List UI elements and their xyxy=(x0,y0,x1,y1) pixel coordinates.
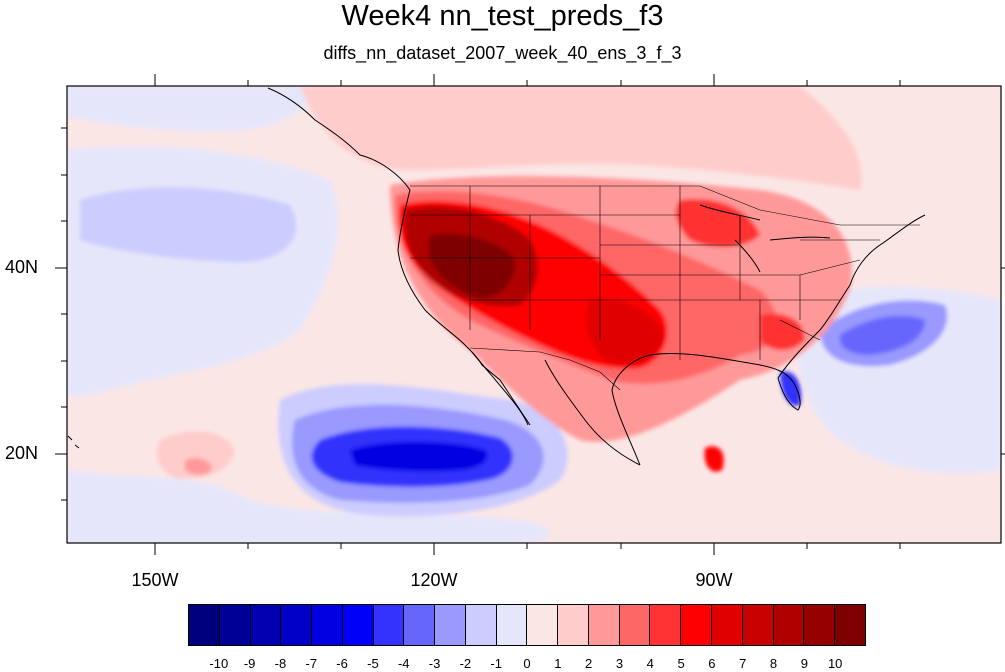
colorbar-tick-label: 0 xyxy=(523,656,531,671)
pacific-positive-core xyxy=(185,458,212,475)
lat-label-20n: 20N xyxy=(4,443,38,463)
caribbean-positive xyxy=(704,446,724,472)
atlantic-negative-inner xyxy=(839,315,925,355)
map-plot xyxy=(55,74,1005,555)
colorbar-swatch xyxy=(681,605,713,645)
colorbar-tick-label: -1 xyxy=(490,656,502,671)
lon-label-90w: 90W xyxy=(695,570,733,590)
colorbar-swatch xyxy=(404,605,436,645)
colorbar-swatch xyxy=(619,605,651,645)
colorbar-tick-label: 4 xyxy=(646,656,654,671)
colorbar-tick-label: -6 xyxy=(336,656,348,671)
colorbar-swatch xyxy=(189,605,220,645)
colorbar-swatch xyxy=(650,605,682,645)
colorbar-swatch xyxy=(558,605,589,645)
chart-title: Week4 nn_test_preds_f3 xyxy=(341,0,664,32)
colorbar-tick-label: -4 xyxy=(397,656,410,671)
colorbar-swatch xyxy=(742,605,774,645)
colorbar-tick-label: 5 xyxy=(677,656,685,671)
great-lakes xyxy=(699,204,831,273)
colorbar-swatch xyxy=(804,605,836,645)
northeast-pacific-negative xyxy=(80,187,297,263)
colorbar-tick-label: 2 xyxy=(585,656,593,671)
colorbar-tick-label: 10 xyxy=(827,656,843,671)
pacific-positive-patch xyxy=(156,431,235,479)
colorbar-swatch xyxy=(342,605,374,645)
midwest-positive xyxy=(675,199,760,247)
eastern-pacific-negative-peak xyxy=(350,441,488,472)
southeast-positive xyxy=(760,313,805,351)
great-basin-peak xyxy=(428,233,515,298)
colorbar-tick-label: 8 xyxy=(769,656,778,671)
eastern-state-lines xyxy=(739,215,880,341)
colorbar-swatch xyxy=(773,605,805,645)
hawaii-islands xyxy=(67,435,80,449)
baja-peninsula xyxy=(471,351,529,426)
pacific-negative-band-south xyxy=(67,470,550,543)
mexico-positive xyxy=(570,379,630,439)
colorbar-swatch xyxy=(835,605,865,645)
coastlines xyxy=(67,87,926,466)
colorbar-tick-label: -5 xyxy=(367,656,379,671)
colorbar-swatch xyxy=(527,605,559,645)
colorbar-swatch xyxy=(219,605,251,645)
northeast-pacific-light-blue xyxy=(67,86,320,132)
us-mexico-border xyxy=(469,347,621,391)
lon-label-150w: 150W xyxy=(131,570,179,590)
colorbar xyxy=(188,604,866,646)
gulf-coast xyxy=(611,214,926,466)
colorbar-tick-label: 3 xyxy=(615,656,624,671)
colorbar-swatch xyxy=(588,605,620,645)
canada-positive xyxy=(300,86,862,190)
colorbar-swatch xyxy=(281,605,313,645)
canada-us-border xyxy=(410,185,920,226)
chart-subtitle: diffs_nn_dataset_2007_week_40_ens_3_f_3 xyxy=(323,43,682,63)
colorbar-swatch xyxy=(496,605,528,645)
colorbar-tick-label: -9 xyxy=(243,656,256,671)
colorbar-swatch xyxy=(465,605,497,645)
colorbar-swatch xyxy=(373,605,405,645)
colorbar-tick-label: -7 xyxy=(305,656,318,671)
colorbar-swatch xyxy=(312,605,343,645)
lat-label-40n: 40N xyxy=(4,257,38,277)
anomaly-field xyxy=(67,86,1001,543)
colorbar-swatch xyxy=(435,605,466,645)
texas-positive xyxy=(585,299,665,364)
colorbar-swatch xyxy=(712,605,743,645)
axis-ticks xyxy=(55,74,1005,555)
colorbar-tick-label: -8 xyxy=(274,656,287,671)
colorbar-tick-label: -10 xyxy=(209,656,229,671)
colorbar-tick-label: -2 xyxy=(459,656,472,671)
mexico-pacific-coast xyxy=(544,359,641,466)
colorbar-tick-label: 1 xyxy=(554,656,562,671)
lon-label-120w: 120W xyxy=(410,570,458,590)
colorbar-tick-label: 7 xyxy=(739,656,747,671)
colorbar-tick-label: -3 xyxy=(428,656,441,671)
colorbar-tick-label: 6 xyxy=(708,656,716,671)
colorbar-tick-label: 9 xyxy=(800,656,808,671)
colorbar-swatch xyxy=(250,605,282,645)
state-boundaries xyxy=(410,185,920,391)
